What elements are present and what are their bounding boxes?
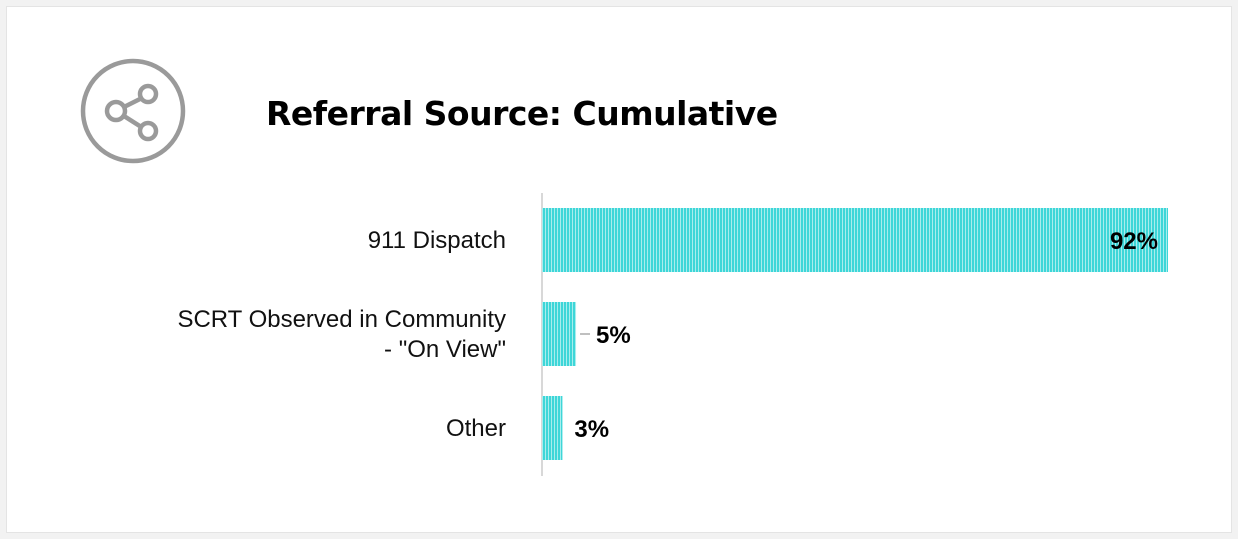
value-label: 5% — [596, 322, 631, 349]
bar — [542, 302, 577, 366]
value-label: 3% — [574, 416, 609, 443]
chart-title: Referral Source: Cumulative — [266, 94, 778, 133]
share-icon — [80, 58, 186, 164]
category-label: 911 Dispatch — [368, 227, 506, 254]
bar — [542, 208, 1168, 272]
category-label: - "On View" — [384, 336, 506, 363]
category-label: SCRT Observed in Community — [177, 306, 506, 333]
bar — [542, 396, 563, 460]
value-label: 92% — [1110, 228, 1158, 255]
category-label: Other — [446, 415, 506, 442]
